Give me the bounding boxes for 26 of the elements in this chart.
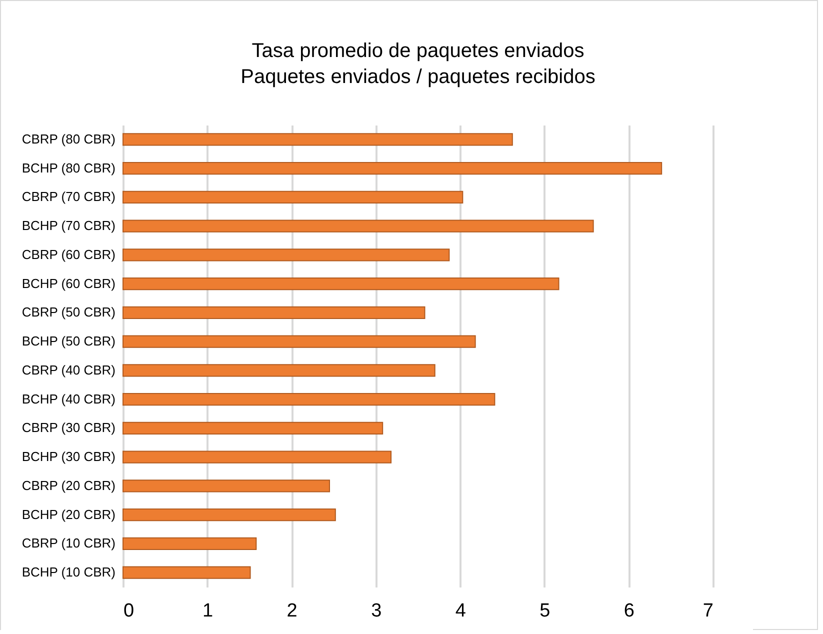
x-tick-label: 6 (624, 600, 635, 622)
y-tick-label: CBRP (70 CBR) (22, 189, 116, 204)
x-tick-label: 5 (540, 600, 550, 622)
chart-subtitle: Paquetes enviados / paquetes recibidos (240, 66, 596, 88)
y-tick-label: BCHP (60 CBR) (22, 276, 116, 291)
y-tick-label: BCHP (10 CBR) (22, 564, 116, 580)
x-tick-label: 2 (286, 600, 298, 622)
y-tick-label: CBRP (80 CBR) (22, 131, 116, 146)
y-tick-label: CBRP (60 CBR) (22, 246, 116, 262)
x-tick-label: 0 (124, 600, 134, 622)
y-tick-label: CBRP (50 CBR) (22, 304, 116, 320)
y-tick-label: BCHP (40 CBR) (22, 391, 116, 406)
x-tick-label: 7 (702, 600, 714, 622)
y-tick-label: BCHP (20 CBR) (22, 506, 116, 522)
y-tick-label: CBRP (30 CBR) (22, 420, 116, 436)
chart-title: Tasa promedio de paquetes enviados (252, 40, 584, 62)
y-tick-label: CBRP (20 CBR) (22, 478, 116, 493)
y-tick-label: BCHP (50 CBR) (22, 334, 116, 349)
y-tick-label: BCHP (30 CBR) (22, 449, 116, 464)
x-tick-label: 3 (371, 600, 382, 622)
x-tick-label: 1 (202, 600, 214, 622)
x-tick-label: 4 (455, 600, 466, 622)
y-tick-label: CBRP (40 CBR) (22, 362, 116, 378)
y-tick-label: BCHP (80 CBR) (22, 160, 116, 176)
y-tick-label: CBRP (10 CBR) (22, 536, 116, 551)
y-tick-label: BCHP (70 CBR) (22, 218, 116, 234)
